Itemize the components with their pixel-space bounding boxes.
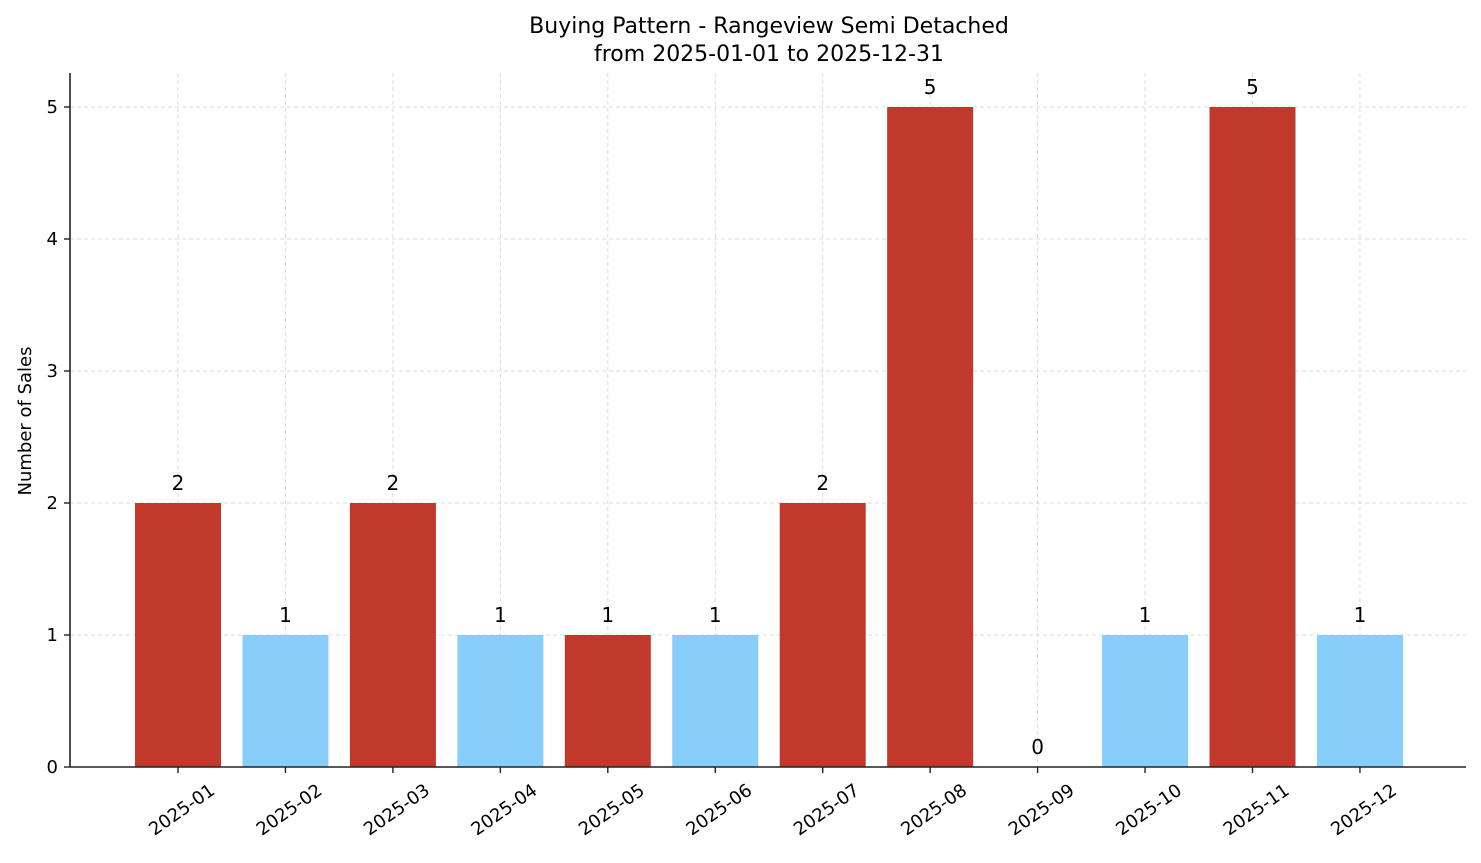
y-tick-label: 0: [47, 757, 58, 778]
y-tick-label: 3: [47, 361, 58, 382]
x-tick-label: 2025-11: [1220, 780, 1294, 840]
bar-value-label: 1: [601, 603, 614, 627]
bar-value-label: 2: [387, 471, 400, 495]
x-tick-label: 2025-09: [1005, 780, 1079, 840]
bar-2025-03: [349, 503, 436, 767]
y-tick-label: 1: [47, 625, 58, 646]
x-tick-label: 2025-03: [360, 780, 434, 840]
y-axis-label: Number of Sales: [15, 346, 36, 495]
x-tick-label: 2025-06: [682, 780, 756, 840]
y-tick-label: 2: [47, 493, 58, 514]
x-tick-label: 2025-07: [790, 780, 864, 840]
bar-2025-10: [1102, 635, 1189, 767]
bar-2025-11: [1209, 107, 1296, 767]
bar-2025-04: [457, 635, 544, 767]
bar-value-label: 5: [924, 75, 937, 99]
bar-value-label: 1: [1354, 603, 1367, 627]
bar-value-labels: 2 1 2 1 1 1 2 5 0 1 5 1: [172, 75, 1367, 759]
bar-2025-12: [1316, 635, 1403, 767]
bar-value-label: 1: [709, 603, 722, 627]
chart-title: Buying Pattern - Rangeview Semi Detached: [529, 14, 1009, 39]
x-tick-label: 2025-08: [897, 780, 971, 840]
chart-subtitle: from 2025-01-01 to 2025-12-31: [594, 42, 944, 67]
bar-2025-05: [564, 635, 651, 767]
bar-value-label: 0: [1031, 735, 1044, 759]
bar-value-label: 2: [172, 471, 185, 495]
x-ticks: 2025-01 2025-02 2025-03 2025-04 2025-05 2025-…: [145, 767, 1401, 840]
bar-2025-08: [887, 107, 974, 767]
y-tick-label: 5: [47, 97, 58, 118]
bar-value-label: 5: [1246, 75, 1259, 99]
bar-2025-06: [672, 635, 759, 767]
bar-value-label: 2: [816, 471, 829, 495]
y-ticks: 0 1 2 3 4 5: [47, 97, 70, 778]
axes: [69, 73, 1466, 768]
bar-value-label: 1: [494, 603, 507, 627]
x-tick-label: 2025-10: [1112, 780, 1186, 840]
bar-2025-02: [242, 635, 329, 767]
bar-value-label: 1: [279, 603, 292, 627]
x-tick-label: 2025-05: [575, 780, 649, 840]
x-tick-label: 2025-01: [145, 780, 219, 840]
bar-value-label: 1: [1139, 603, 1152, 627]
bar-2025-01: [135, 503, 221, 767]
bars-group: [135, 107, 1403, 767]
x-tick-label: 2025-04: [468, 780, 542, 840]
y-tick-label: 4: [47, 229, 58, 250]
x-tick-label: 2025-12: [1327, 780, 1401, 840]
bar-2025-07: [779, 503, 866, 767]
x-tick-label: 2025-02: [253, 780, 327, 840]
